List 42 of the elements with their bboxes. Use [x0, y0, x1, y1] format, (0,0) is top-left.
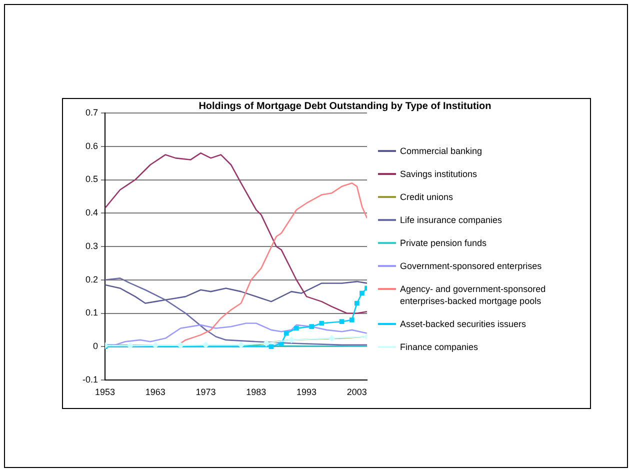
y-tick-label: 0.6: [85, 140, 98, 151]
point: [284, 330, 289, 336]
legend-label: Asset-backed securities issuers: [400, 318, 526, 330]
x-tick-label: 1983: [246, 386, 266, 397]
y-tick-label: 0.1: [85, 308, 98, 318]
x-tick-label: 1963: [145, 386, 166, 397]
point: [238, 342, 244, 348]
legend-label: Government-sponsored enterprises: [400, 260, 542, 272]
x-tick-label: 2003: [346, 386, 367, 397]
point: [339, 319, 344, 324]
point: [354, 300, 360, 306]
y-tick-label: 0.5: [85, 174, 98, 184]
x-tick-label: 1973: [196, 386, 216, 397]
point: [263, 340, 270, 346]
y-tick-label: 0.4: [85, 208, 98, 218]
point: [294, 326, 299, 331]
point: [288, 336, 295, 344]
y-tick-label: 0.2: [85, 274, 98, 284]
point: [152, 342, 159, 348]
legend-label: Finance companies: [400, 341, 478, 353]
legend-label: Private pension funds: [400, 237, 487, 249]
legend-label: Commercial banking: [400, 145, 482, 157]
point: [202, 342, 209, 348]
point: [177, 342, 184, 348]
point: [268, 344, 274, 350]
point: [309, 324, 314, 330]
legend-label: Life insurance companies: [400, 214, 502, 226]
x-tick-label: 1953: [94, 386, 116, 397]
x-tick-label: 1993: [296, 386, 317, 397]
point: [319, 320, 324, 326]
y-tick-label: 0.3: [85, 240, 98, 251]
legend-label: Savings institutions: [400, 168, 478, 180]
point: [360, 290, 364, 296]
chart-title: Holdings of Mortgage Debt Outstanding by Type of Institution: [198, 101, 492, 112]
point: [349, 318, 354, 322]
y-tick-label: 0: [92, 341, 98, 352]
point: [127, 342, 134, 349]
point: [328, 335, 335, 342]
legend-label: Agency- and government-sponsored enterprises-backed mortgage pools: [400, 283, 547, 307]
y-tick-label: -0.1: [82, 374, 98, 384]
y-tick-label: 0.7: [85, 107, 98, 118]
legend-label: Credit unions: [400, 191, 454, 203]
